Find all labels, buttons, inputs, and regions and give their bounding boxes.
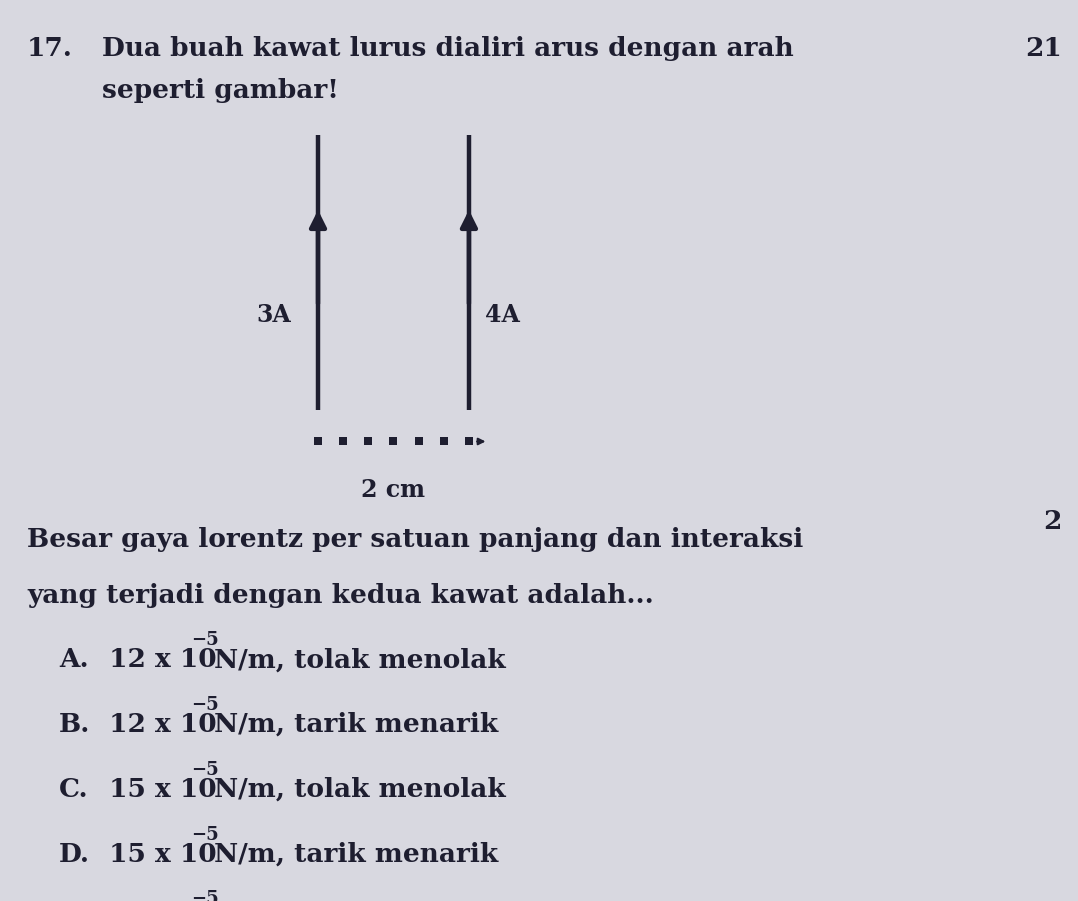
Text: Dua buah kawat lurus dialiri arus dengan arah: Dua buah kawat lurus dialiri arus dengan… [102,36,794,61]
Text: N/m, tolak menolak: N/m, tolak menolak [205,647,506,672]
Text: Besar gaya lorentz per satuan panjang dan interaksi: Besar gaya lorentz per satuan panjang da… [27,527,803,552]
Text: 15 x 10: 15 x 10 [100,777,217,802]
Text: 2 cm: 2 cm [361,478,426,502]
Text: −5: −5 [191,825,219,843]
Text: yang terjadi dengan kedua kawat adalah...: yang terjadi dengan kedua kawat adalah..… [27,583,653,608]
Text: −5: −5 [191,696,219,714]
Text: seperti gambar!: seperti gambar! [102,78,340,104]
Text: 15 x 10: 15 x 10 [100,842,217,867]
Text: 21: 21 [1025,36,1062,61]
Text: −5: −5 [191,631,219,649]
Text: D.: D. [59,842,91,867]
Text: 17.: 17. [27,36,73,61]
Text: N/m, tarik menarik: N/m, tarik menarik [205,712,498,737]
Text: C.: C. [59,777,88,802]
Text: 4A: 4A [485,304,520,327]
Text: 12 x 10: 12 x 10 [100,647,217,672]
Text: 12 x 10: 12 x 10 [100,712,217,737]
Text: 2: 2 [1044,509,1062,534]
Text: −5: −5 [191,760,219,778]
Text: 3A: 3A [257,304,291,327]
Text: N/m, tarik menarik: N/m, tarik menarik [205,842,498,867]
Text: N/m, tolak menolak: N/m, tolak menolak [205,777,506,802]
Text: A.: A. [59,647,88,672]
Text: −5: −5 [191,890,219,901]
Text: B.: B. [59,712,91,737]
